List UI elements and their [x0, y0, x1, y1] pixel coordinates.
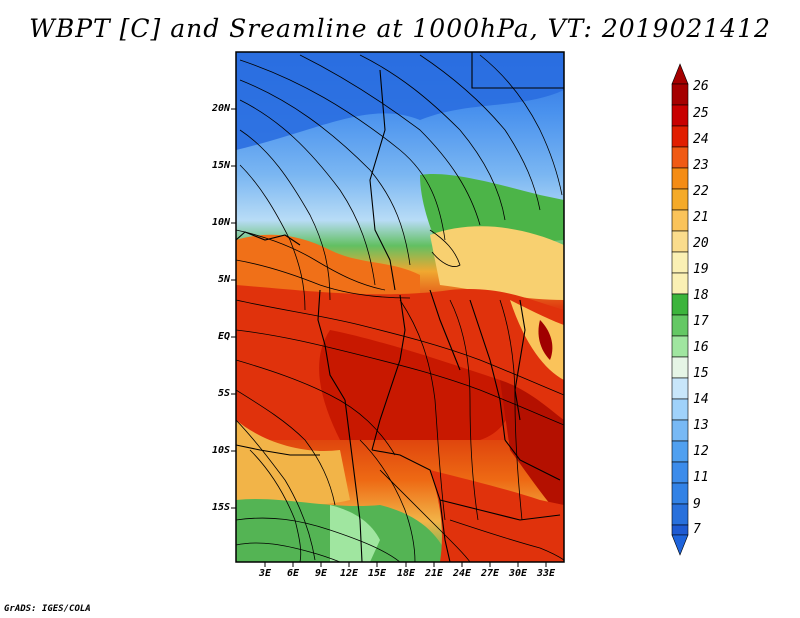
colorbar-segment: [671, 167, 689, 190]
colorbar: [671, 63, 689, 556]
lat-label-15n: 15N: [211, 160, 230, 171]
lon-label-9e: 9E: [314, 568, 328, 579]
lon-label-27e: 27E: [480, 568, 500, 579]
colorbar-segment: [671, 398, 689, 421]
lat-label-10n: 10N: [211, 217, 230, 228]
colorbar-segment: [671, 104, 689, 127]
colorbar-segment: [671, 272, 689, 295]
country-borders: [236, 52, 564, 562]
colorbar-segment: [671, 482, 689, 505]
colorbar-label: 7: [693, 522, 701, 537]
colorbar-label: 14: [693, 392, 709, 407]
map-frame: [235, 51, 565, 563]
lon-label-15e: 15E: [367, 568, 387, 579]
colorbar-label: 24: [693, 132, 709, 147]
colorbar-segment: [671, 503, 689, 526]
colorbar-segment: [671, 524, 689, 536]
colorbar-segment: [671, 83, 689, 106]
lat-label-20n: 20N: [211, 103, 230, 114]
colorbar-segment: [671, 356, 689, 379]
colorbar-segment: [671, 377, 689, 400]
lon-label-3e: 3E: [258, 568, 272, 579]
colorbar-segment: [671, 125, 689, 148]
colorbar-label: 11: [693, 470, 709, 485]
lat-label-5n: 5N: [217, 274, 230, 285]
lon-label-18e: 18E: [396, 568, 416, 579]
colorbar-label: 13: [693, 418, 709, 433]
colorbar-segment: [671, 461, 689, 484]
grads-footer: GrADS: IGES/COLA: [4, 604, 91, 614]
colorbar-label: 12: [693, 444, 709, 459]
colorbar-label: 9: [693, 497, 701, 512]
colorbar-label: 18: [693, 288, 709, 303]
colorbar-label: 21: [693, 210, 709, 225]
lat-label-eq: EQ: [217, 331, 230, 342]
lat-label-10s: 10S: [211, 445, 230, 456]
colorbar-segment: [671, 230, 689, 253]
colorbar-label: 19: [693, 262, 709, 277]
map-title: WBPT [C] and Sreamline at 1000hPa, VT: 2…: [29, 14, 771, 43]
colorbar-label: 26: [693, 79, 709, 94]
colorbar-segment: [671, 314, 689, 337]
lat-label-5s: 5S: [217, 388, 230, 399]
colorbar-segment: [671, 188, 689, 211]
colorbar-label: 23: [693, 158, 709, 173]
colorbar-label: 20: [693, 236, 709, 251]
colorbar-top-arrow: [671, 63, 689, 85]
lon-label-6e: 6E: [286, 568, 300, 579]
streamlines: [236, 54, 564, 562]
lon-label-30e: 30E: [508, 568, 528, 579]
colorbar-segment: [671, 419, 689, 442]
colorbar-segment: [671, 251, 689, 274]
lon-label-33e: 33E: [536, 568, 556, 579]
lon-label-12e: 12E: [339, 568, 359, 579]
colorbar-segment: [671, 209, 689, 232]
colorbar-label: 17: [693, 314, 709, 329]
colorbar-segment: [671, 293, 689, 316]
axis-ticks: [231, 108, 547, 567]
lon-label-21e: 21E: [424, 568, 444, 579]
colorbar-label: 25: [693, 106, 709, 121]
colorbar-label: 15: [693, 366, 709, 381]
colorbar-segment: [671, 335, 689, 358]
colorbar-segment: [671, 146, 689, 169]
colorbar-segment: [671, 440, 689, 463]
colorbar-label: 22: [693, 184, 709, 199]
lon-label-24e: 24E: [452, 568, 472, 579]
colorbar-label: 16: [693, 340, 709, 355]
lat-label-15s: 15S: [211, 502, 230, 513]
wbpt-field: [236, 52, 564, 562]
colorbar-bottom-arrow: [671, 534, 689, 556]
